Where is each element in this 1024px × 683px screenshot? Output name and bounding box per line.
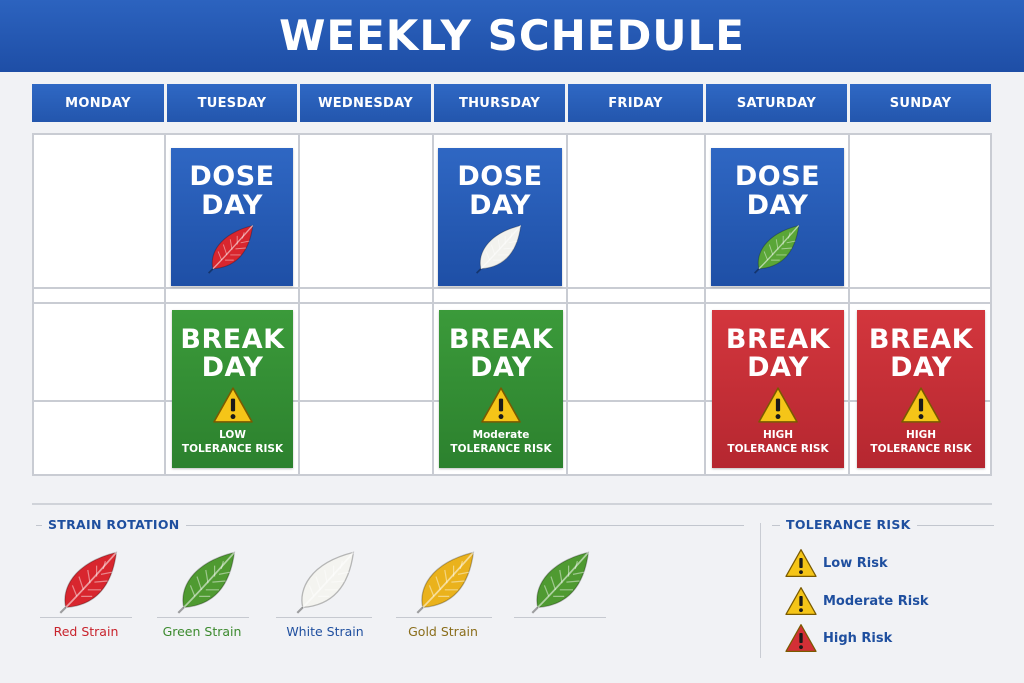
strain-rotation-title: STRAIN ROTATION	[42, 517, 186, 532]
green-leaf-icon	[175, 548, 241, 614]
white-leaf-icon	[474, 222, 526, 274]
dose-day-card-tuesday: DOSE DAY	[171, 148, 293, 286]
break-day-card-saturday: BREAK DAY HIGH TOLERANCE RISK	[712, 310, 844, 468]
warning-icon	[755, 386, 801, 424]
legend-label-moderate: Moderate Risk	[823, 594, 929, 609]
section-divider	[32, 503, 992, 505]
strain-label-red: Red Strain	[53, 624, 119, 639]
day-header-saturday: SATURDAY	[706, 84, 847, 122]
tolerance-risk-title: TOLERANCE RISK	[780, 517, 917, 532]
card-title: DOSE DAY	[734, 161, 821, 221]
green-leaf-icon	[752, 222, 804, 274]
card-title: DOSE DAY	[457, 161, 543, 221]
warning-icon	[210, 386, 256, 424]
dose-day-card-saturday: DOSE DAY	[711, 148, 844, 286]
legend-divider	[760, 523, 761, 658]
day-header-sunday: SUNDAY	[850, 84, 991, 122]
tolerance-risk-label: HIGH TOLERANCE RISK	[727, 429, 829, 455]
red-leaf-icon	[57, 548, 123, 614]
page-title: WEEKLY SCHEDULE	[279, 11, 745, 60]
grid-divider	[566, 133, 568, 476]
grid-divider	[848, 133, 850, 476]
white-leaf-icon	[294, 548, 360, 614]
strain-label-gold: Gold Strain	[408, 624, 478, 639]
green-leaf-icon	[529, 548, 595, 614]
warning-yellow-icon	[784, 548, 818, 578]
card-title: DOSE DAY	[189, 161, 275, 221]
grid-divider	[164, 133, 166, 476]
grid-divider	[432, 133, 434, 476]
strain-label-green: Green Strain	[162, 624, 242, 639]
card-title: BREAK DAY	[725, 324, 831, 383]
break-day-card-sunday: BREAK DAY HIGH TOLERANCE RISK	[857, 310, 985, 468]
grid-divider	[32, 287, 992, 289]
legend-label-high: High Risk	[823, 631, 893, 646]
grid-divider	[704, 133, 706, 476]
strain-underline	[276, 617, 372, 618]
strain-underline	[157, 617, 249, 618]
break-day-card-thursday: BREAK DAY Moderate TOLERANCE RISK	[439, 310, 563, 468]
legend-label-low: Low Risk	[823, 556, 888, 571]
red-leaf-icon	[206, 222, 258, 274]
break-day-card-tuesday: BREAK DAY LOW TOLERANCE RISK	[172, 310, 293, 468]
strain-underline	[514, 617, 606, 618]
title-banner: WEEKLY SCHEDULE	[0, 0, 1024, 72]
gold-leaf-icon	[414, 548, 480, 614]
warning-icon	[898, 386, 944, 424]
warning-red-icon	[784, 623, 818, 653]
grid-divider	[298, 133, 300, 476]
day-header-friday: FRIDAY	[568, 84, 703, 122]
strain-underline	[40, 617, 132, 618]
strain-label-white: White Strain	[286, 624, 364, 639]
tolerance-risk-label: HIGH TOLERANCE RISK	[870, 429, 972, 455]
card-title: BREAK DAY	[448, 324, 554, 383]
grid-divider	[32, 302, 992, 304]
day-header-monday: MONDAY	[32, 84, 164, 122]
day-header-thursday: THURSDAY	[434, 84, 565, 122]
card-title: BREAK DAY	[180, 324, 285, 383]
warning-icon	[478, 386, 524, 424]
strain-underline	[396, 617, 492, 618]
tolerance-risk-label: Moderate TOLERANCE RISK	[450, 429, 552, 455]
tolerance-risk-label: LOW TOLERANCE RISK	[181, 429, 284, 455]
card-title: BREAK DAY	[868, 324, 974, 383]
day-header-wednesday: WEDNESDAY	[300, 84, 431, 122]
dose-day-card-thursday: DOSE DAY	[438, 148, 562, 286]
section-rule	[36, 525, 744, 526]
warning-yellow-icon	[784, 586, 818, 616]
day-header-tuesday: TUESDAY	[167, 84, 297, 122]
